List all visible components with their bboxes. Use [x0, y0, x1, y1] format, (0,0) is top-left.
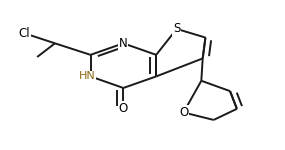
Text: Cl: Cl: [19, 27, 30, 40]
Text: N: N: [119, 37, 128, 50]
Text: HN: HN: [79, 71, 95, 81]
Text: O: O: [179, 106, 188, 119]
Text: S: S: [173, 22, 180, 35]
Text: O: O: [119, 102, 128, 115]
